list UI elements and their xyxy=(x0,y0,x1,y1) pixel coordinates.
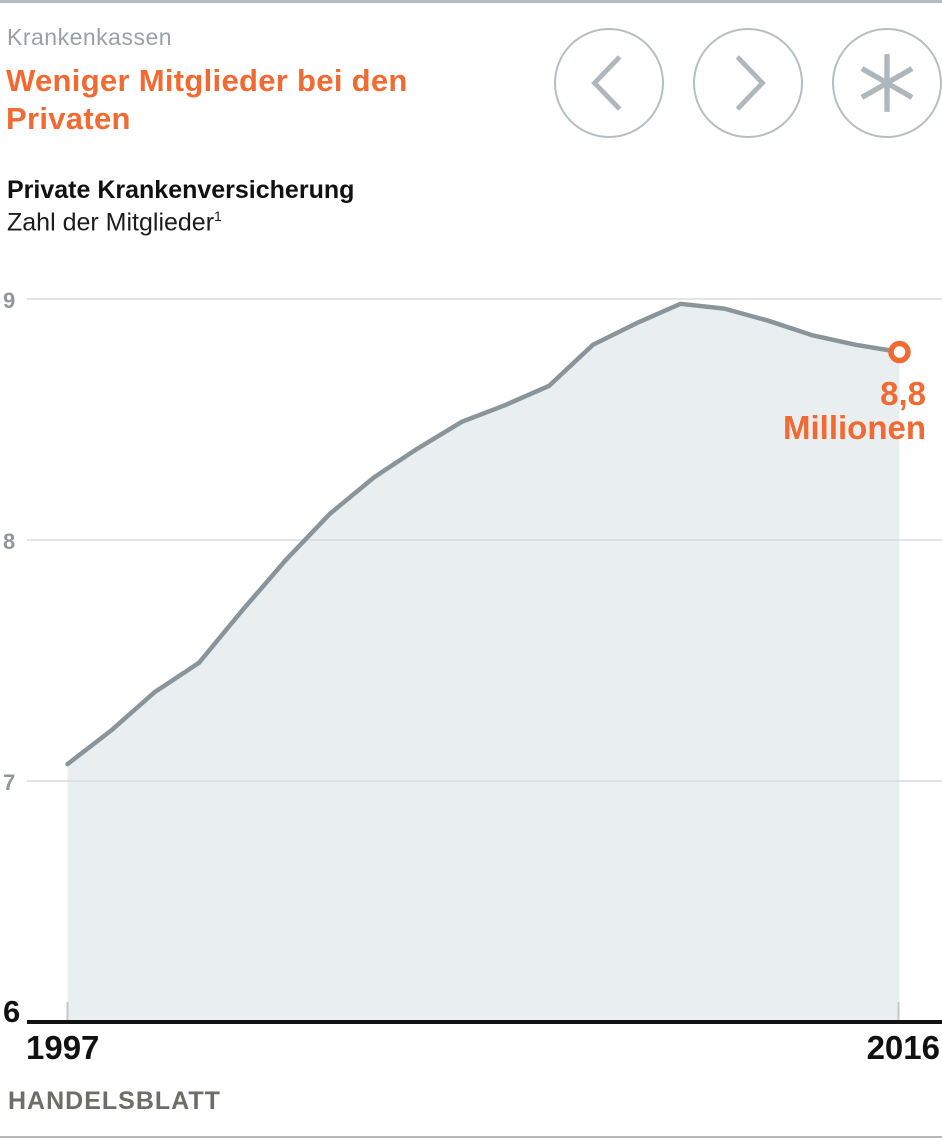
chart-title: Private Krankenversicherung xyxy=(7,176,355,204)
bottom-rule xyxy=(0,1136,942,1138)
annotation-value: 8,8 xyxy=(880,375,926,412)
x-axis-label-end: 2016 xyxy=(866,1029,940,1066)
y-tick-label-8: 8 xyxy=(3,529,15,554)
area-chart: 9 8 7 6 xyxy=(3,288,942,1029)
kicker: Krankenkassen xyxy=(7,24,173,50)
source-label: HANDELSBLATT xyxy=(8,1087,221,1115)
x-axis-label-start: 1997 xyxy=(26,1029,100,1066)
chevron-right-icon xyxy=(695,30,801,136)
chart-subtitle: Zahl der Mitglieder1 xyxy=(7,208,222,237)
top-rule xyxy=(0,0,942,3)
asterisk-icon xyxy=(834,30,940,136)
y-tick-label-6: 6 xyxy=(3,994,20,1029)
chart-nav xyxy=(554,28,942,138)
page-title: Weniger Mitglieder bei den Privaten xyxy=(6,63,408,136)
y-tick-label-9: 9 xyxy=(3,288,15,313)
annotation-unit: Millionen xyxy=(783,409,926,446)
chevron-left-icon xyxy=(556,30,662,136)
data-line xyxy=(65,301,902,767)
area-fill xyxy=(67,303,900,1020)
y-tick-label-7: 7 xyxy=(3,770,15,795)
related-charts-button[interactable] xyxy=(832,28,942,138)
footnote-marker: 1 xyxy=(214,208,222,224)
value-annotation: 8,8 Millionen xyxy=(783,377,926,445)
previous-chart-button[interactable] xyxy=(554,28,664,138)
endpoint-marker xyxy=(888,340,911,364)
next-chart-button[interactable] xyxy=(693,28,803,138)
